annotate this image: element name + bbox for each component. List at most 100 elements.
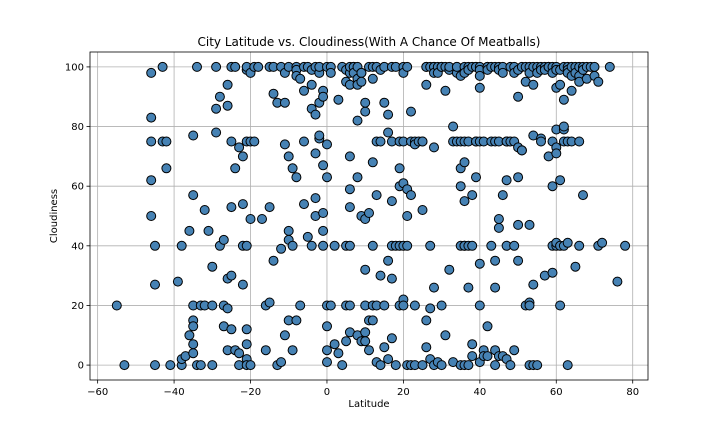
data-point <box>440 85 451 96</box>
data-point <box>237 199 248 210</box>
data-point <box>409 300 420 311</box>
data-point <box>493 214 504 224</box>
data-point <box>119 360 130 371</box>
data-point <box>257 214 267 224</box>
data-point <box>314 130 325 141</box>
data-point <box>226 324 237 335</box>
data-point <box>417 205 428 215</box>
y-tick-label: 80 <box>71 122 84 133</box>
data-point <box>493 222 504 233</box>
data-point <box>436 360 447 371</box>
data-point <box>352 172 363 183</box>
data-point <box>390 360 401 371</box>
data-point <box>555 175 566 186</box>
data-point <box>501 175 512 186</box>
data-point <box>474 300 485 311</box>
data-point <box>425 303 436 314</box>
data-point <box>310 109 321 120</box>
data-point <box>344 184 355 195</box>
data-point <box>264 297 275 308</box>
data-point <box>471 172 481 183</box>
data-point <box>146 211 157 221</box>
data-point <box>467 351 478 362</box>
data-point <box>383 354 394 365</box>
data-point <box>516 145 527 156</box>
plot-frame <box>89 51 649 381</box>
data-point <box>150 240 160 251</box>
data-point <box>497 67 508 78</box>
data-point <box>306 240 317 251</box>
data-point <box>398 300 409 311</box>
data-point <box>165 360 176 371</box>
data-point <box>386 333 397 344</box>
data-point <box>287 163 298 174</box>
data-point <box>299 85 309 96</box>
data-point <box>367 240 378 251</box>
data-point <box>218 234 229 245</box>
data-point <box>383 127 394 138</box>
data-point <box>402 61 413 72</box>
chart-title: City Latitude vs. Cloudiness(With A Chan… <box>198 35 541 49</box>
data-point <box>352 115 363 126</box>
data-point <box>184 225 195 236</box>
data-point <box>482 351 493 362</box>
data-point <box>318 208 329 218</box>
data-point <box>574 136 585 147</box>
data-point <box>375 136 386 147</box>
data-point <box>513 91 524 102</box>
data-point <box>146 136 157 147</box>
data-point <box>322 345 332 356</box>
data-point <box>360 97 371 108</box>
data-point <box>318 160 329 171</box>
data-point <box>463 282 474 293</box>
data-point <box>566 85 577 96</box>
data-point <box>146 67 157 78</box>
data-point <box>111 300 122 311</box>
data-point <box>291 172 302 183</box>
data-point <box>333 348 344 359</box>
y-tick-label: 100 <box>65 62 84 73</box>
data-point <box>386 196 397 207</box>
data-point <box>597 237 608 248</box>
data-point <box>505 360 516 371</box>
data-point <box>245 360 256 371</box>
data-point <box>379 300 390 311</box>
data-point <box>230 61 241 72</box>
y-axis-ticks: 0 20 40 60 80 100 <box>65 62 90 372</box>
data-point <box>279 139 290 150</box>
data-point <box>283 151 294 162</box>
data-point <box>207 300 218 311</box>
data-point <box>150 279 160 290</box>
data-point <box>279 330 290 341</box>
data-point <box>295 73 306 84</box>
data-point <box>268 255 279 266</box>
data-point <box>192 61 202 72</box>
data-point <box>356 67 367 78</box>
data-point <box>184 330 195 341</box>
data-point <box>429 142 439 153</box>
data-point <box>199 205 210 215</box>
data-point <box>234 348 245 359</box>
data-point <box>364 345 374 356</box>
data-point <box>406 190 416 201</box>
x-tick-label: −40 <box>164 387 185 398</box>
data-point <box>486 240 497 251</box>
data-point <box>570 261 581 272</box>
data-point <box>237 279 248 290</box>
data-point <box>536 136 546 147</box>
data-point <box>195 360 206 371</box>
data-point <box>593 76 604 87</box>
data-point <box>222 303 233 314</box>
data-point <box>509 345 520 356</box>
data-point <box>379 97 390 108</box>
data-point <box>474 70 485 81</box>
data-point <box>589 61 600 72</box>
data-point <box>528 279 539 290</box>
data-point <box>375 360 386 371</box>
data-point <box>318 225 329 236</box>
y-tick-label: 40 <box>71 241 84 252</box>
data-point <box>562 237 573 248</box>
data-point <box>448 121 459 132</box>
data-points <box>111 61 631 371</box>
data-point <box>360 106 371 117</box>
